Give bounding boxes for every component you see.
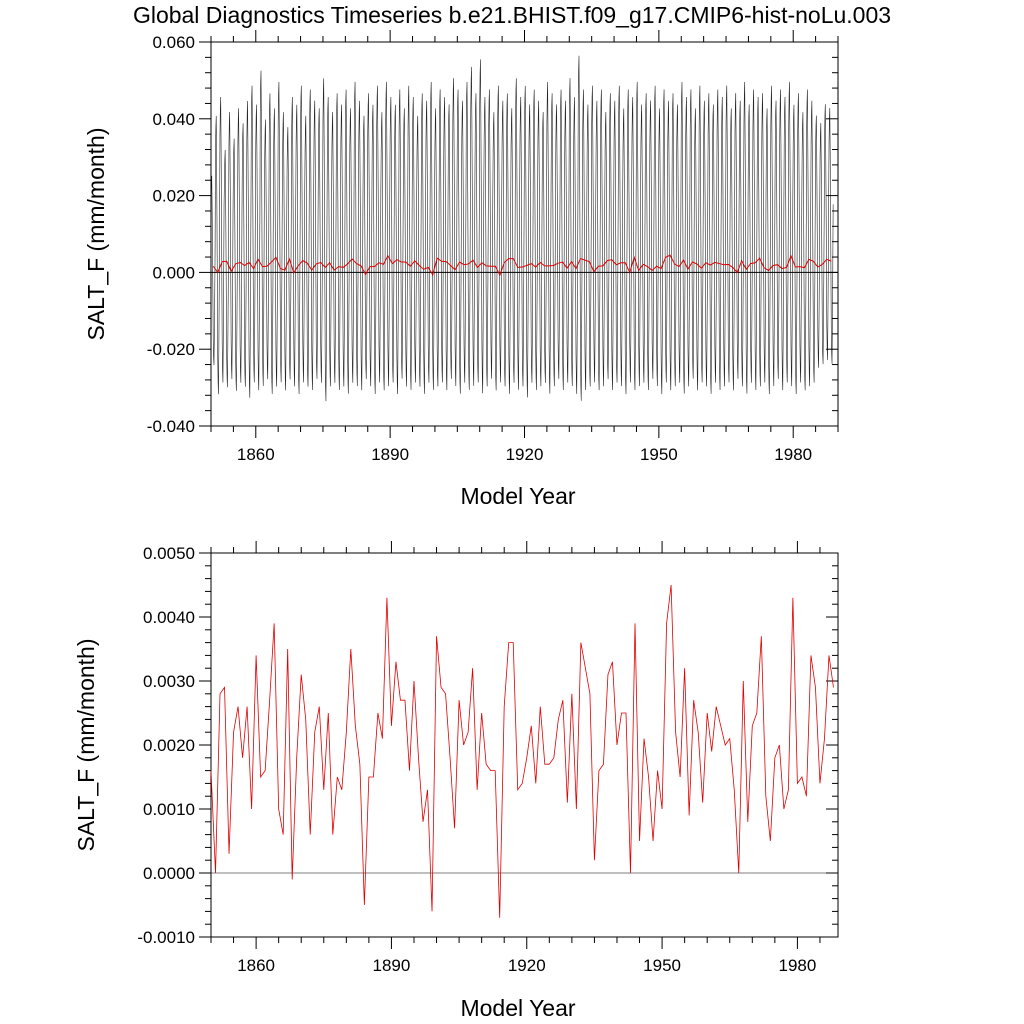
top-x-axis-title: Model Year xyxy=(460,483,575,509)
top-monthly-series xyxy=(210,55,834,402)
bottom-y-tick-label: 0.0010 xyxy=(143,800,195,819)
bottom-annual-mean-line xyxy=(210,584,834,918)
top-x-tick-label: 1980 xyxy=(774,445,812,464)
top-y-tick-label: 0.020 xyxy=(152,187,195,206)
bottom-y-tick-label: 0.0020 xyxy=(143,736,195,755)
bottom-y-tick-label: 0.0030 xyxy=(143,672,195,691)
bottom-annual-mean-series xyxy=(210,584,834,918)
top-y-tick-label: -0.040 xyxy=(147,417,195,436)
bottom-ticks xyxy=(199,541,838,949)
figure-title: Global Diagnostics Timeseries b.e21.BHIS… xyxy=(132,2,892,28)
bottom-x-tick-label: 1980 xyxy=(778,956,816,975)
bottom-y-tick-label: -0.0010 xyxy=(137,928,195,947)
top-monthly-line xyxy=(210,55,834,402)
top-annual-mean-line xyxy=(212,254,832,277)
bottom-y-tick-label: 0.0050 xyxy=(143,544,195,563)
bottom-x-tick-label: 1920 xyxy=(508,956,546,975)
top-x-tick-label: 1860 xyxy=(237,445,275,464)
top-x-tick-label: 1920 xyxy=(506,445,544,464)
top-tick-labels: 1860 1890 1920 1950 1980 -0.040 -0.020 0.000 0.0… xyxy=(147,33,812,464)
top-annual-mean-series xyxy=(212,254,832,277)
bottom-x-tick-label: 1890 xyxy=(373,956,411,975)
top-x-tick-label: 1950 xyxy=(640,445,678,464)
bottom-x-tick-label: 1950 xyxy=(643,956,681,975)
top-y-axis-title: SALT_F (mm/month) xyxy=(83,128,109,341)
top-x-tick-label: 1890 xyxy=(371,445,409,464)
bottom-y-axis-title: SALT_F (mm/month) xyxy=(73,639,99,852)
top-plot-frame xyxy=(210,41,839,427)
bottom-plot-frame xyxy=(210,552,839,938)
bottom-panel: 1860 1890 1920 1950 1980 -0.0010 0.0000 0.0010 0… xyxy=(73,541,839,1021)
top-y-tick-label: 0.000 xyxy=(152,263,195,282)
top-y-tick-label: 0.040 xyxy=(152,110,195,129)
top-y-tick-label: 0.060 xyxy=(152,33,195,52)
top-y-tick-label: -0.020 xyxy=(147,340,195,359)
top-panel: 1860 1890 1920 1950 1980 -0.040 -0.020 0.000 0.0… xyxy=(83,30,839,509)
top-ticks xyxy=(199,30,839,438)
bottom-y-tick-label: 0.0040 xyxy=(143,608,195,627)
bottom-x-tick-label: 1860 xyxy=(237,956,275,975)
bottom-tick-labels: 1860 1890 1920 1950 1980 -0.0010 0.0000 0.0010 0… xyxy=(137,544,816,975)
bottom-y-tick-label: 0.0000 xyxy=(143,864,195,883)
bottom-x-axis-title: Model Year xyxy=(460,995,575,1021)
